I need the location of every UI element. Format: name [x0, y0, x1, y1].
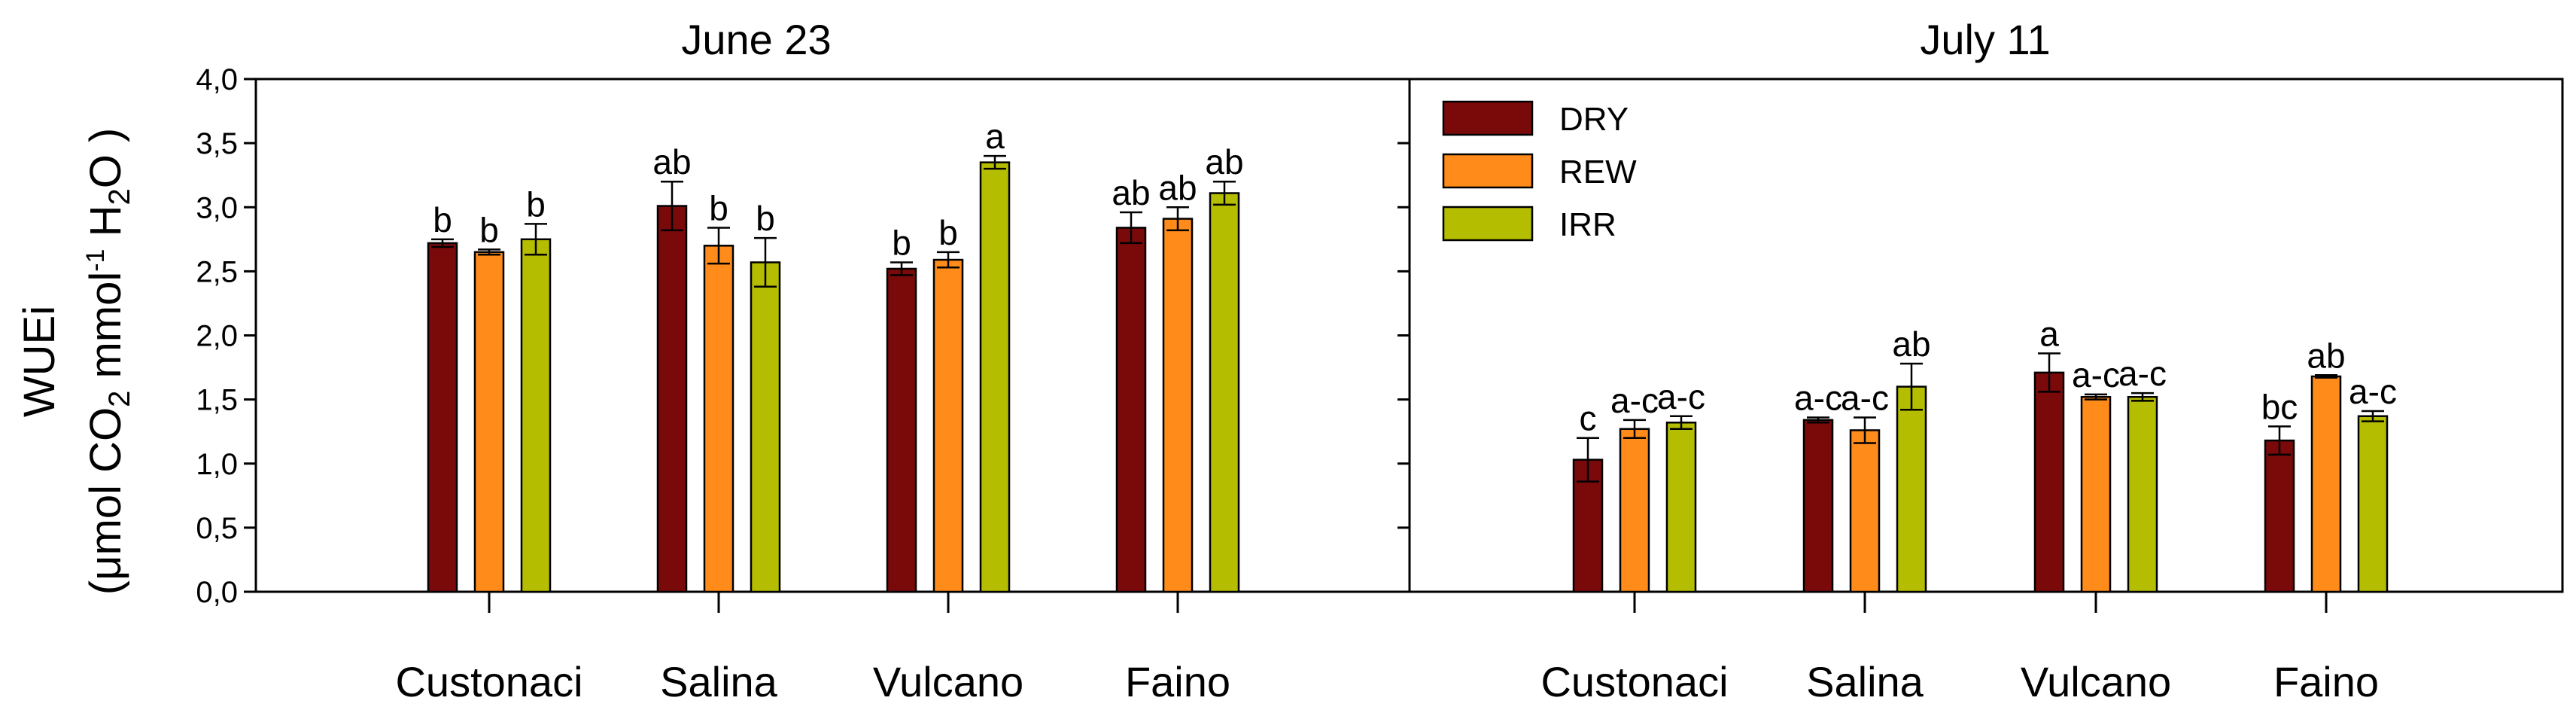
significance-letter: b	[892, 223, 911, 262]
y-axis-title-part: μ	[81, 556, 130, 580]
y-axis-title: WUEi (μmol CO2 mmol-1 H2O )	[15, 128, 136, 596]
bar-rew	[1619, 428, 1650, 593]
bar-dry	[1115, 227, 1147, 593]
category-labels: Custonaci Salina Vulcano Faino Custonaci Sali…	[395, 592, 2379, 705]
category-label: Salina	[660, 658, 778, 705]
bar-irr	[1896, 385, 1927, 593]
category-label: Salina	[1806, 658, 1924, 705]
significance-letter: a-c	[1841, 378, 1889, 417]
bar-irr	[750, 261, 781, 593]
y-tick-label: 3,5	[196, 127, 238, 160]
legend-label: IRR	[1559, 206, 1616, 243]
y-tick-label: 4,0	[196, 63, 238, 96]
y-axis-title-part: (	[81, 580, 130, 595]
bar-dry	[886, 267, 917, 593]
panel-title: July 11	[1920, 16, 2050, 63]
legend-swatch-rew	[1442, 153, 1534, 189]
y-axis-title-part: 2	[103, 188, 136, 205]
category-label: Custonaci	[395, 658, 582, 705]
bar-rew	[2310, 375, 2342, 593]
panel-title: June 23	[681, 16, 831, 63]
significance-letter: ab	[2307, 336, 2345, 375]
y-tick-label: 0,0	[196, 576, 238, 609]
y-axis-title-line1: WUEi	[15, 306, 64, 417]
y-tick-label: 0,5	[196, 512, 238, 545]
error-bars	[431, 154, 2384, 483]
y-axis-title-part: mol CO	[81, 407, 130, 556]
bar-rew	[932, 258, 964, 593]
y-tick-label: 1,0	[196, 448, 238, 481]
significance-letter: b	[479, 210, 499, 249]
significance-letter: a-c	[2118, 354, 2167, 393]
bar-dry	[2033, 371, 2065, 593]
bar-rew	[2080, 395, 2112, 593]
bar-dry	[2264, 439, 2295, 593]
bar-dry	[1802, 419, 1834, 593]
significance-letter: c	[1580, 399, 1597, 438]
y-axis-title-line2: (μmol CO2 mmol-1 H2O )	[81, 128, 136, 596]
significance-letter: a-c	[2349, 372, 2397, 411]
legend-label: REW	[1559, 154, 1637, 190]
bar-irr	[2357, 415, 2389, 593]
category-label: Custonaci	[1540, 658, 1728, 705]
y-axis-title-part: 2	[103, 391, 136, 407]
bar-rew	[1849, 429, 1881, 593]
bar-irr	[520, 238, 552, 593]
y-axis-title-part: O )	[81, 128, 130, 189]
y-tick-label: 2,5	[196, 255, 238, 288]
significance-letter: ab	[1892, 324, 1930, 364]
bar-irr	[1665, 422, 1697, 593]
category-label: Faino	[1125, 658, 1230, 705]
category-label: Faino	[2273, 658, 2379, 705]
y-tick-label: 1,5	[196, 384, 238, 417]
legend: DRY REW IRR	[1442, 100, 1637, 243]
significance-letter: b	[938, 213, 958, 252]
bar-dry	[427, 242, 458, 593]
significance-letter: a-c	[1657, 377, 1705, 416]
legend-swatch-dry	[1442, 100, 1534, 136]
bar-irr	[2127, 395, 2158, 593]
significance-letter: bc	[2261, 387, 2298, 426]
legend-swatch-irr	[1442, 206, 1534, 242]
significance-letter: ab	[1112, 173, 1150, 212]
bar-irr	[1209, 192, 1240, 593]
significance-letter: b	[526, 184, 546, 224]
significance-letter: ab	[1205, 142, 1243, 181]
y-axis-title-part: H	[81, 206, 130, 249]
y-axis-title-part: mmol	[81, 272, 130, 391]
significance-letter: a	[2039, 314, 2059, 353]
category-label: Vulcano	[2021, 658, 2171, 705]
y-axis-title-part: -1	[81, 249, 110, 272]
bar-rew	[703, 245, 734, 593]
significance-letter: b	[709, 188, 728, 227]
bar-rew	[1162, 218, 1194, 593]
panel-titles: June 23 July 11	[681, 16, 2050, 63]
legend-label: DRY	[1559, 101, 1629, 138]
bar-rew	[473, 251, 505, 593]
y-axis-ticks: 0,0 0,5 1,0 1,5 2,0 2,5 3,0 3,5 4,0	[196, 63, 1410, 609]
bar-irr	[979, 161, 1011, 593]
significance-letter: a-c	[2072, 355, 2120, 395]
significance-letter: ab	[652, 142, 691, 181]
y-tick-label: 3,0	[196, 191, 238, 224]
significance-letter: ab	[1158, 168, 1197, 207]
significance-letter: a	[985, 117, 1005, 156]
y-tick-label: 2,0	[196, 320, 238, 353]
significance-letter: b	[756, 199, 775, 238]
significance-letter: b	[433, 200, 452, 239]
significance-letter: a-c	[1610, 381, 1659, 420]
category-label: Vulcano	[873, 658, 1023, 705]
bar-dry	[656, 205, 688, 593]
significance-letter: a-c	[1794, 378, 1842, 417]
